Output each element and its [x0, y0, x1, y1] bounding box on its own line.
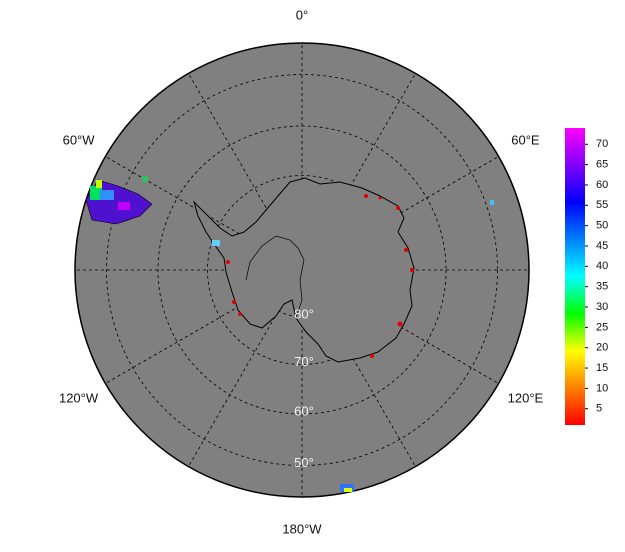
colorbar-tick-label: 65: [596, 159, 608, 171]
longitude-label: 120°E: [508, 390, 544, 405]
longitude-label: 180°W: [282, 521, 322, 536]
longitude-label: 0°: [296, 7, 308, 22]
colorbar: [565, 128, 585, 425]
colorbar-tick-label: 25: [596, 321, 608, 333]
latitude-label: 50°: [294, 455, 314, 470]
colorbar-tick-label: 55: [596, 199, 608, 211]
latitude-label: 60°: [294, 403, 314, 418]
colorbar-tick-label: 5: [596, 403, 602, 415]
longitude-label: 120°W: [59, 390, 99, 405]
colorbar-tick-label: 70: [596, 138, 608, 150]
data-pixels: [85, 176, 494, 492]
colorbar-tick-label: 15: [596, 362, 608, 374]
longitude-label: 60°E: [511, 132, 540, 147]
colorbar-tick-label: 40: [596, 260, 608, 272]
colorbar-tick-label: 35: [596, 281, 608, 293]
parallel: [106, 74, 498, 466]
colorbar-tick-label: 50: [596, 220, 608, 232]
latitude-label: 70°: [294, 354, 314, 369]
latitude-label: 80°: [294, 306, 314, 321]
colorbar-tick-label: 45: [596, 240, 608, 252]
longitude-label: 60°W: [63, 132, 96, 147]
ice-shelf-edge: [245, 235, 305, 319]
colorbar-tick-label: 60: [596, 179, 608, 191]
colorbar-tick-label: 20: [596, 342, 608, 354]
colorbar-tick-label: 10: [596, 382, 608, 394]
colorbar-tick-label: 30: [596, 301, 608, 313]
